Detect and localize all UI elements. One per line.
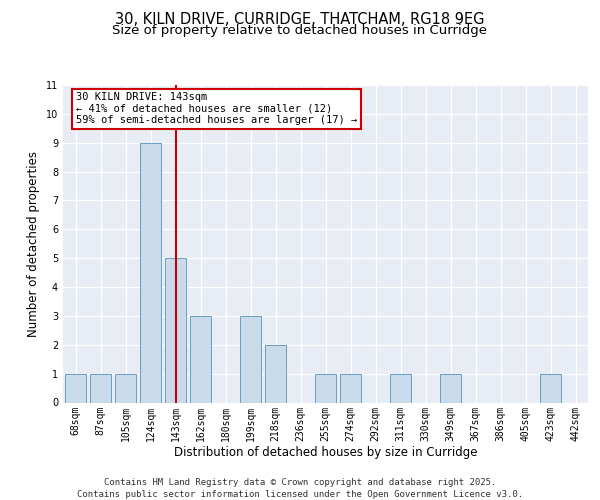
Bar <box>165 258 186 402</box>
Bar <box>240 316 261 402</box>
Text: Contains HM Land Registry data © Crown copyright and database right 2025.
Contai: Contains HM Land Registry data © Crown c… <box>77 478 523 499</box>
Bar <box>90 374 111 402</box>
Text: 30 KILN DRIVE: 143sqm
← 41% of detached houses are smaller (12)
59% of semi-deta: 30 KILN DRIVE: 143sqm ← 41% of detached … <box>76 92 357 126</box>
Text: Size of property relative to detached houses in Curridge: Size of property relative to detached ho… <box>113 24 487 37</box>
Text: 30, KILN DRIVE, CURRIDGE, THATCHAM, RG18 9EG: 30, KILN DRIVE, CURRIDGE, THATCHAM, RG18… <box>115 12 485 28</box>
Bar <box>190 316 211 402</box>
Y-axis label: Number of detached properties: Number of detached properties <box>28 151 40 337</box>
Bar <box>65 374 86 402</box>
Bar <box>440 374 461 402</box>
Bar <box>115 374 136 402</box>
X-axis label: Distribution of detached houses by size in Curridge: Distribution of detached houses by size … <box>174 446 477 459</box>
Bar <box>340 374 361 402</box>
Bar <box>390 374 411 402</box>
Bar <box>540 374 561 402</box>
Bar <box>140 142 161 402</box>
Bar <box>265 345 286 403</box>
Bar <box>315 374 336 402</box>
